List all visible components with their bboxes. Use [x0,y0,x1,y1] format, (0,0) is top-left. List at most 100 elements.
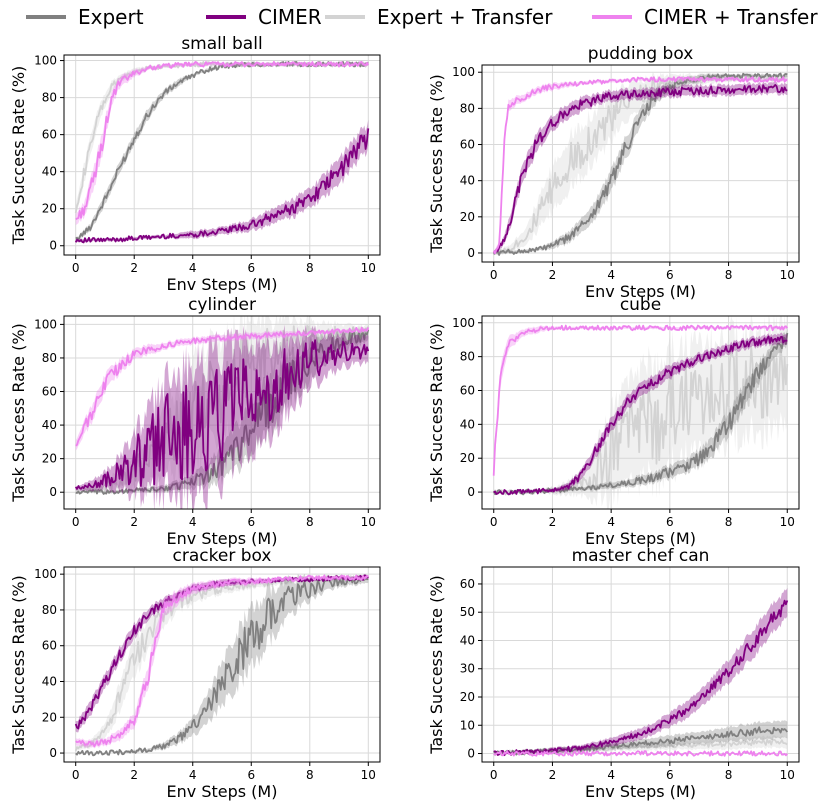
plot-area [74,573,369,757]
y-tick-label: 60 [460,138,475,152]
x-tick-label: 2 [130,515,138,529]
plot-frame [481,64,800,263]
x-tick-label: 10 [780,268,795,282]
x-tick-label: 8 [306,261,314,275]
plot-area [492,316,789,509]
y-tick-label: 60 [460,383,475,397]
series-line-cimer-transfer [75,574,369,748]
legend: Expert CIMER Expert + Transfer CIMER + T… [0,0,821,34]
x-tick-label: 6 [247,261,255,275]
chart-title: cracker box [173,546,272,566]
legend-label-expert: Expert [78,5,144,29]
chart-title: cylinder [188,295,256,315]
y-tick-label: 60 [42,128,57,142]
y-tick-label: 0 [467,747,475,761]
band-expert [75,573,369,755]
x-tick-label: 10 [780,768,795,782]
x-tick-label: 8 [725,268,733,282]
x-tick-label: 4 [607,268,615,282]
y-tick-label: 80 [42,91,57,105]
x-tick-label: 2 [130,261,138,275]
series-line-expert-transfer [75,324,369,495]
y-tick-label: 60 [460,577,475,591]
y-tick-label: 100 [34,54,57,68]
x-tick-label: 8 [725,515,733,529]
series-line-expert [75,576,369,757]
x-tick-label: 0 [72,515,80,529]
chart-title: master chef can [572,546,710,566]
x-tick-label: 6 [666,515,674,529]
y-tick-label: 40 [460,633,475,647]
legend-label-expert-transfer: Expert + Transfer [377,5,553,29]
chart-title: pudding box [588,44,694,64]
y-axis-label: Task Success Rate (%) [427,74,446,254]
plot-area [74,316,370,509]
x-tick-label: 6 [666,268,674,282]
x-tick-label: 4 [607,515,615,529]
series-line-cimer-transfer [492,76,788,255]
series-line-cimer-transfer [493,750,788,757]
x-tick-label: 8 [725,768,733,782]
y-tick-label: 0 [467,246,475,260]
series-line-expert [493,72,788,256]
legend-swatch-expert-transfer [325,15,365,19]
x-tick-label: 0 [72,261,80,275]
x-axis-label: Env Steps (M) [167,782,278,801]
y-tick-label: 0 [49,746,57,760]
y-tick-label: 40 [460,417,475,431]
x-axis-label: Env Steps (M) [167,529,278,548]
y-tick-label: 20 [460,451,475,465]
y-tick-label: 20 [42,202,57,216]
band-cimer [75,324,369,509]
y-tick-label: 40 [42,165,57,179]
y-tick-label: 20 [460,210,475,224]
y-tick-label: 20 [42,710,57,724]
x-tick-label: 8 [306,768,314,782]
y-axis-label: Task Success Rate (%) [427,323,446,503]
band-expert-transfer [75,575,369,753]
y-axis-label: Task Success Rate (%) [427,575,446,755]
plot-frame [63,315,381,510]
y-tick-label: 100 [452,316,475,330]
y-tick-label: 30 [460,662,475,676]
y-tick-label: 60 [42,385,57,399]
band-expert-transfer [493,72,788,256]
chart-title: small ball [181,34,262,54]
y-tick-label: 100 [34,317,57,331]
x-tick-label: 10 [361,768,376,782]
series-line-cimer [493,335,788,496]
x-tick-label: 8 [306,515,314,529]
y-tick-label: 50 [460,605,475,619]
plot-frame [63,566,381,763]
y-tick-label: 40 [42,418,57,432]
series-line-cimer [74,574,369,730]
series-line-expert [492,332,789,496]
series-line-expert [493,726,789,756]
x-axis-label: Env Steps (M) [585,782,696,801]
plot-frame [481,566,800,763]
legend-swatch-cimer-transfer [592,15,632,19]
x-tick-label: 4 [189,768,197,782]
x-tick-label: 0 [490,515,498,529]
y-tick-label: 0 [49,485,57,499]
x-tick-label: 2 [130,768,138,782]
x-axis-label: Env Steps (M) [167,275,278,294]
series-line-expert [75,329,370,495]
band-expert [75,325,369,495]
series-line-cimer [74,339,370,490]
x-tick-label: 6 [247,768,255,782]
series-line-cimer [493,84,788,254]
legend-swatch-expert [26,15,66,19]
y-tick-label: 40 [460,174,475,188]
y-tick-label: 80 [460,101,475,115]
plot-frame [481,315,800,510]
chart-master-chef-can: 0 2 4 6 8 10 0 10 20 30 40 50 60 master chef can Env S… [427,546,800,801]
band-expert [493,72,788,256]
x-tick-label: 2 [549,768,557,782]
y-axis-label: Task Success Rate (%) [9,66,28,246]
series-line-cimer-transfer [492,324,789,476]
y-tick-label: 0 [49,239,57,253]
